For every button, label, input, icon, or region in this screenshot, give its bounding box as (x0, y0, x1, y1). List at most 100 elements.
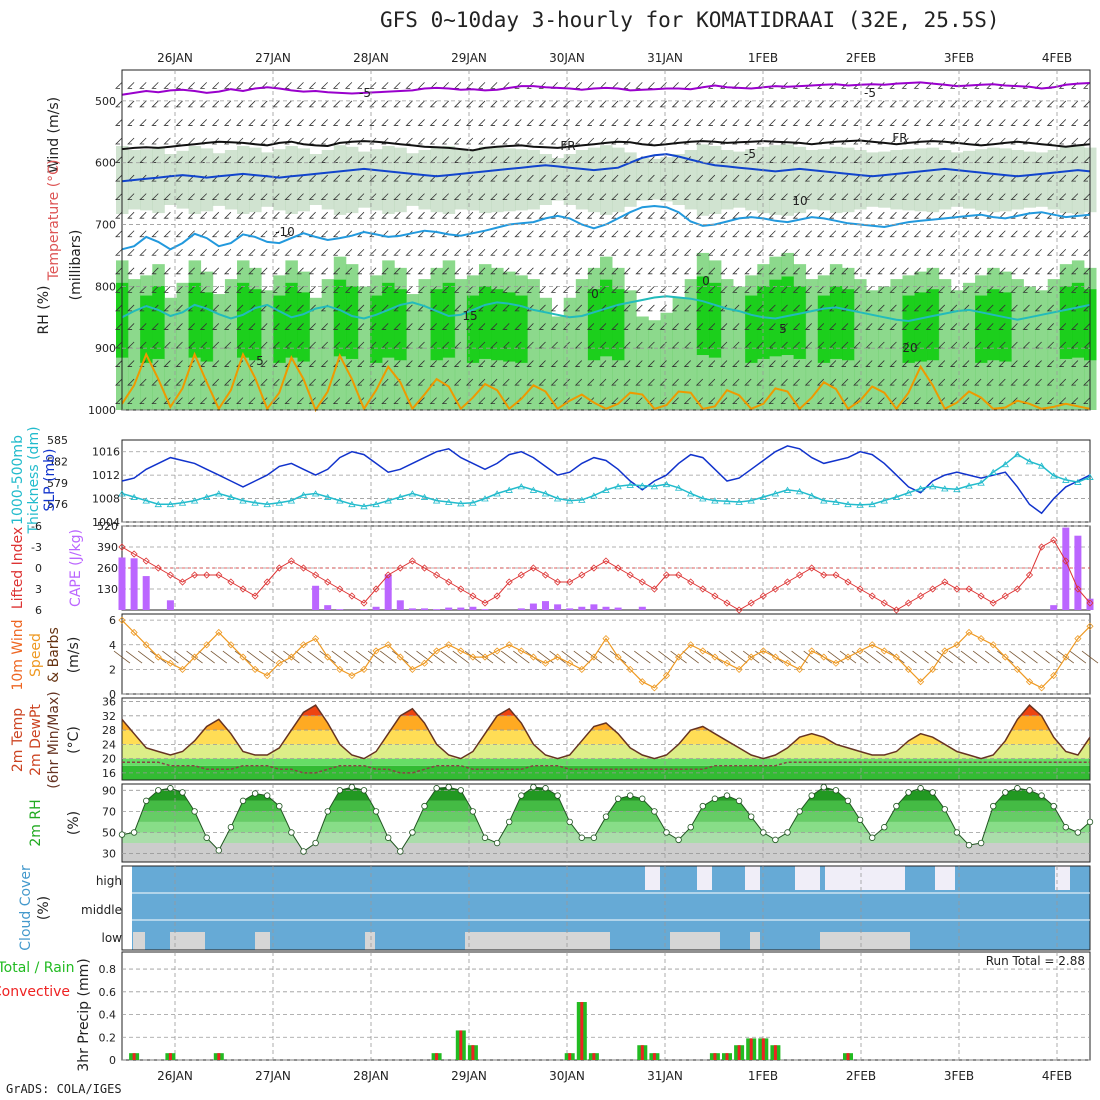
wind-barb (236, 378, 244, 386)
rh-marker (179, 789, 186, 796)
wind-barb (768, 137, 776, 145)
wind-barb (550, 100, 558, 108)
wind-barb (284, 397, 292, 405)
wind-barb (393, 267, 401, 275)
wind-barb (901, 248, 909, 256)
wind-barb (465, 211, 474, 219)
rh-band-light (612, 147, 625, 213)
wind-barb (115, 397, 123, 405)
wind-barb (526, 267, 534, 275)
wind-barb (841, 323, 849, 330)
wind-barb (562, 119, 570, 126)
wind-barb (175, 193, 183, 201)
wind-barb (647, 230, 655, 238)
rh-band-light (1035, 152, 1049, 207)
wind-barb (550, 174, 558, 182)
wind-barb (453, 304, 462, 312)
surface-barb (440, 650, 457, 664)
wind-barb (841, 304, 849, 312)
wind-barb (986, 248, 994, 256)
wind-barb (357, 137, 365, 145)
wind-barb (393, 323, 401, 330)
wind-barb (877, 248, 885, 256)
wind-barb (115, 156, 123, 163)
wind-barb (187, 378, 195, 386)
wind-barb (1046, 323, 1054, 330)
li-marker (1001, 592, 1009, 600)
wind-marker (493, 647, 501, 655)
thickness-marker (541, 490, 550, 497)
rh-band-light (309, 154, 323, 205)
wind-barb (586, 378, 595, 386)
wind-barb (357, 248, 365, 256)
wind-barb (744, 360, 752, 367)
wind-barb (453, 119, 462, 126)
wind-barb (115, 119, 123, 126)
wind-barb (562, 267, 570, 275)
wind-barb (417, 193, 425, 201)
surface-barb (222, 650, 240, 664)
wind-barb (296, 304, 304, 312)
li-marker (638, 578, 646, 586)
wind-barb (974, 230, 982, 238)
rh-band-mid (866, 290, 879, 410)
wind-barb (1022, 82, 1030, 89)
precip-bar-convective (568, 1053, 572, 1060)
wind-marker (844, 653, 852, 661)
wind-barb (417, 360, 425, 367)
wind-barb (175, 397, 183, 405)
wind-barb (308, 100, 316, 108)
wind-barb (828, 100, 837, 108)
thickness-marker (529, 486, 538, 493)
rh-band-mid (454, 279, 468, 410)
wind-barb (671, 230, 679, 238)
wind-barb (417, 119, 425, 126)
wind-barb (344, 100, 353, 108)
wind-barb (332, 248, 341, 256)
wind-barb (623, 230, 631, 238)
wind-marker (1025, 678, 1034, 686)
wind-barb (792, 193, 800, 201)
wind-barb (889, 378, 897, 386)
wind-barb (127, 119, 135, 126)
wind-barb (744, 304, 752, 312)
precip-frame (121, 951, 1091, 1061)
thickness-marker (299, 491, 308, 498)
wind-barb (429, 211, 437, 219)
wind-barb (889, 286, 897, 293)
wind-barb (175, 323, 183, 330)
isotherm-violet (121, 81, 1091, 96)
ylabel-temperature: Temperature (°C) (46, 160, 62, 282)
wind-barb (707, 304, 716, 312)
wind-barb (853, 378, 861, 386)
wind-barb (599, 174, 607, 182)
wind-barb (344, 397, 353, 405)
li-tick: -6 (31, 520, 42, 533)
wind-barb (187, 100, 195, 108)
rh-band-mid (648, 320, 661, 410)
wind-barb (115, 174, 123, 182)
wind-barb (623, 360, 631, 367)
wind-barb (732, 211, 740, 219)
wind-barb (441, 286, 449, 293)
wind-barb (514, 174, 522, 182)
wind-barb (490, 100, 498, 108)
wind-barb (925, 211, 933, 219)
wind-barb (1083, 360, 1091, 367)
wind-barb (586, 267, 595, 275)
wind-barb (139, 378, 147, 386)
wind-barb (502, 360, 510, 367)
li-marker (1062, 557, 1070, 565)
wind-barb (429, 193, 437, 201)
wind-barb (562, 230, 570, 238)
rh-marker (832, 787, 840, 794)
rh-band-mid (1035, 290, 1049, 410)
cape-bar (602, 606, 610, 610)
contour-label: 15 (462, 309, 477, 323)
wind-marker (154, 653, 162, 661)
wind-barb (490, 286, 498, 293)
wind-barb (623, 267, 631, 275)
wind-barb (260, 193, 268, 201)
wind-barb (1083, 193, 1091, 201)
wind-barb (635, 397, 643, 405)
